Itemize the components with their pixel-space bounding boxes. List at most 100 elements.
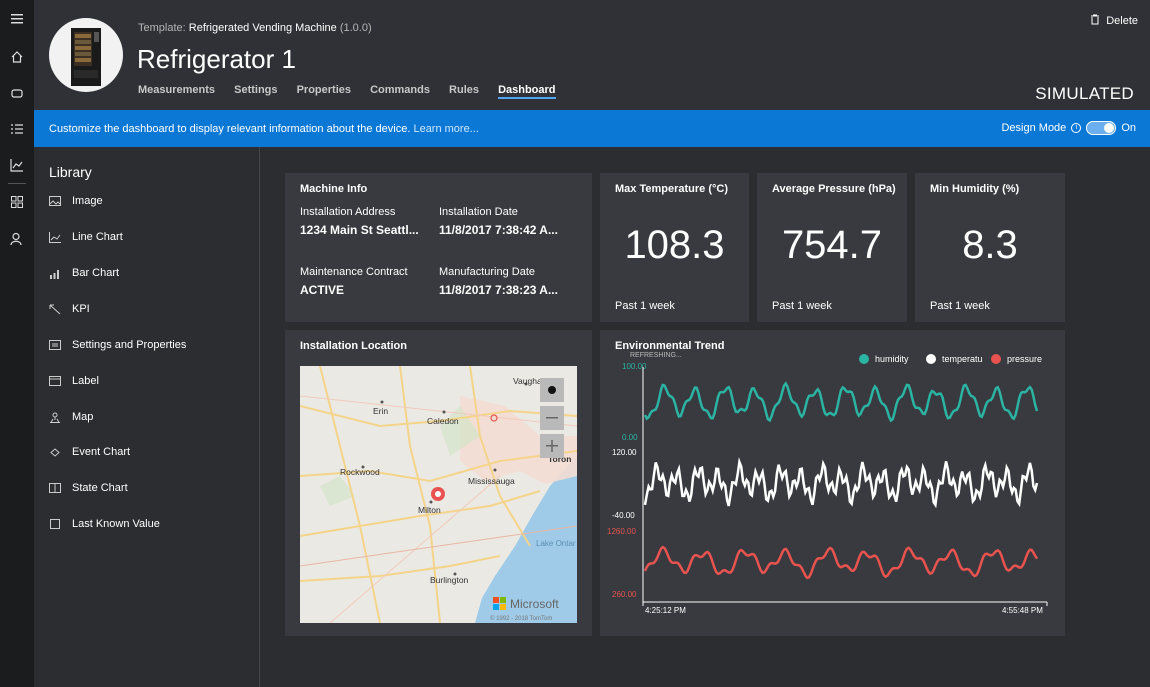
library-item-label: Event Chart (72, 446, 131, 458)
library-panel: Library Image Line Chart Bar Chart KPI S… (34, 147, 260, 687)
kpi-period: Past 1 week (615, 300, 675, 312)
library-item-bar-chart[interactable]: Bar Chart (49, 267, 119, 279)
library-item-label-widget[interactable]: Label (49, 375, 99, 387)
location-map[interactable]: Erin Caledon Vaughan Toron Rockwood Miss… (300, 366, 577, 623)
map-pin-icon (50, 412, 60, 423)
map-label-vaughan: Vaughan (513, 376, 547, 386)
info-icon[interactable]: i (1071, 123, 1082, 133)
library-item-settings-properties[interactable]: Settings and Properties (49, 339, 186, 351)
environmental-trend-card[interactable]: Environmental Trend REFRESHING... humidi… (600, 330, 1065, 636)
template-version: (1.0.0) (339, 22, 372, 34)
tab-commands[interactable]: Commands (370, 84, 430, 96)
library-item-kpi[interactable]: KPI (49, 303, 90, 315)
line-chart-icon (49, 231, 61, 243)
pressure-series-line (643, 545, 1039, 580)
installation-date-label: Installation Date (439, 206, 518, 218)
map-label-caledon: Caledon (427, 416, 459, 426)
dashboard-grid-icon[interactable] (9, 195, 25, 211)
kpi-period: Past 1 week (772, 300, 832, 312)
image-icon (49, 195, 61, 206)
card-title: Environmental Trend (615, 340, 725, 352)
map-copyright: © 1992 - 2018 TomTom (490, 615, 552, 622)
legend-label: temperatu (942, 354, 983, 364)
refreshing-status: REFRESHING... (630, 352, 682, 359)
legend-dot (859, 354, 869, 364)
map-label-mississauga: Mississauga (468, 476, 515, 486)
library-item-label: Label (72, 375, 99, 387)
map-label-rockwood: Rockwood (340, 467, 380, 477)
map-canvas[interactable]: Erin Caledon Vaughan Toron Rockwood Miss… (300, 366, 577, 623)
zoom-out-button[interactable] (540, 406, 564, 430)
event-chart-icon (50, 447, 60, 457)
design-mode-label: Design Mode (1001, 122, 1067, 134)
tab-properties[interactable]: Properties (296, 84, 351, 96)
kpi-card-max-temperature[interactable]: Max Temperature (°C) 108.3 Past 1 week (600, 173, 749, 322)
map-style-button[interactable] (540, 378, 564, 402)
maintenance-contract-value: ACTIVE (300, 283, 345, 297)
settings-properties-icon (49, 339, 61, 350)
library-item-state-chart[interactable]: State Chart (49, 482, 128, 494)
library-title: Library (49, 164, 92, 180)
kpi-card-min-humidity[interactable]: Min Humidity (%) 8.3 Past 1 week (915, 173, 1065, 322)
rules-icon[interactable] (9, 122, 25, 138)
state-chart-icon (49, 482, 61, 493)
banner-text: Customize the dashboard to display relev… (49, 123, 411, 135)
installation-location-card[interactable]: Installation Location (285, 330, 592, 636)
device-icon[interactable] (9, 86, 25, 102)
hamburger-icon[interactable] (9, 13, 25, 29)
design-mode-control: Design Mode i On (1001, 121, 1136, 135)
installation-date-value: 11/8/2017 7:38:42 A... (439, 223, 558, 237)
template-prefix: Template: (138, 22, 186, 34)
library-item-image[interactable]: Image (49, 195, 103, 207)
status-badge: SIMULATED (1035, 84, 1134, 103)
analytics-icon[interactable] (9, 158, 25, 174)
trash-icon (1091, 14, 1100, 25)
tab-rules[interactable]: Rules (449, 84, 479, 96)
trend-chart[interactable] (600, 330, 1065, 636)
zoom-in-button[interactable] (540, 434, 564, 458)
legend-dot (991, 354, 1001, 364)
library-item-event-chart[interactable]: Event Chart (49, 446, 130, 458)
label-icon (49, 375, 61, 386)
kpi-card-average-pressure[interactable]: Average Pressure (hPa) 754.7 Past 1 week (757, 173, 907, 322)
template-name[interactable]: Refrigerated Vending Machine (188, 22, 337, 34)
minus-icon (546, 417, 558, 419)
tab-settings[interactable]: Settings (234, 84, 278, 96)
pressure-axis-max: 1260.00 (607, 527, 636, 536)
library-item-line-chart[interactable]: Line Chart (49, 231, 123, 243)
learn-more-link[interactable]: Learn more... (413, 123, 479, 135)
library-item-last-known-value[interactable]: Last Known Value (49, 518, 160, 530)
plus-icon (546, 440, 558, 452)
humidity-series-line (643, 381, 1039, 423)
tab-dashboard[interactable]: Dashboard (498, 84, 556, 99)
user-icon[interactable] (9, 232, 25, 248)
card-title: Installation Location (300, 340, 407, 352)
manufacturing-date-label: Manufacturing Date (439, 266, 535, 278)
kpi-value: 8.3 (962, 223, 1018, 267)
map-label-erin: Erin (373, 406, 388, 416)
card-title: Machine Info (300, 183, 368, 195)
legend-item-pressure[interactable]: pressure (991, 354, 1042, 364)
delete-button[interactable]: Delete (1090, 14, 1138, 27)
map-logo-text: Microsoft (510, 597, 559, 611)
legend-item-temperature[interactable]: temperatu (926, 354, 983, 364)
temperature-series-line (643, 457, 1039, 509)
kpi-value: 108.3 (624, 223, 725, 267)
home-icon[interactable] (9, 50, 25, 66)
legend-item-humidity[interactable]: humidity (859, 354, 909, 364)
last-known-value-icon (50, 518, 60, 529)
map-label-milton: Milton (418, 505, 441, 515)
tab-measurements[interactable]: Measurements (138, 84, 216, 96)
kpi-value: 754.7 (781, 223, 883, 267)
bar-chart-icon (50, 269, 59, 279)
device-tabs: Measurements Settings Properties Command… (138, 84, 572, 99)
device-image (49, 18, 123, 92)
library-item-label: Line Chart (72, 231, 123, 243)
device-header: Template: Refrigerated Vending Machine (… (34, 0, 1150, 110)
temperature-axis-min: -40.00 (612, 511, 635, 520)
design-mode-banner: Customize the dashboard to display relev… (34, 110, 1150, 147)
page-title: Refrigerator 1 (137, 44, 296, 74)
design-mode-toggle[interactable] (1086, 121, 1117, 135)
library-item-map[interactable]: Map (49, 411, 93, 423)
machine-info-card[interactable]: Machine Info Installation Address 1234 M… (285, 173, 592, 322)
